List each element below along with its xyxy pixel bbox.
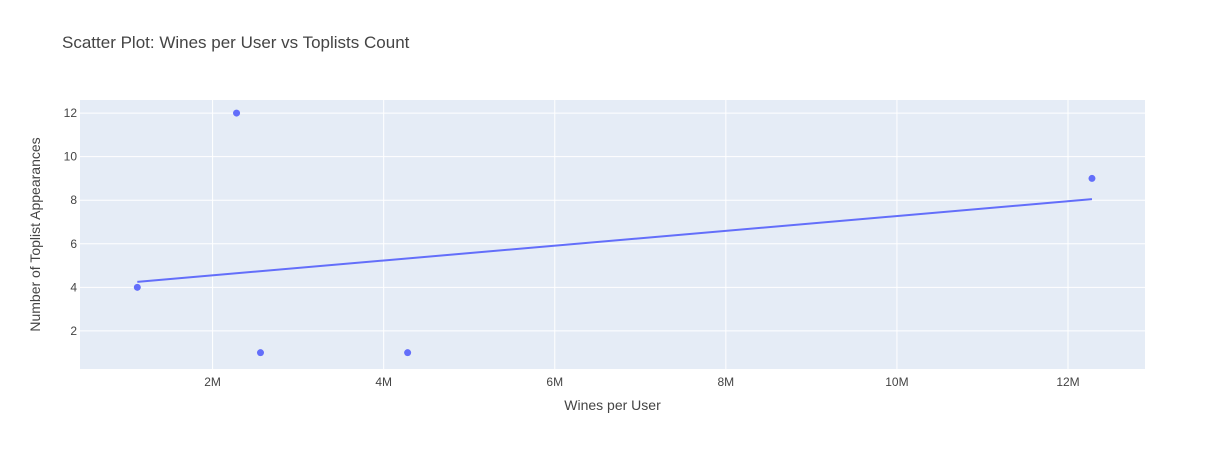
- y-tick-label: 6: [70, 237, 77, 251]
- y-tick-label: 10: [64, 150, 78, 164]
- points-group: [133, 109, 1096, 357]
- data-point[interactable]: [233, 109, 241, 117]
- grid: [80, 100, 1145, 369]
- data-point[interactable]: [133, 283, 141, 291]
- x-tick-label: 4M: [375, 375, 392, 389]
- x-tick-label: 12M: [1056, 375, 1079, 389]
- y-tick-label: 2: [70, 324, 77, 338]
- y-axis-title: Number of Toplist Appearances: [27, 137, 43, 331]
- data-point[interactable]: [404, 349, 412, 357]
- trendline: [137, 198, 1093, 283]
- y-tick-label: 4: [70, 280, 77, 294]
- plot-area: [80, 100, 1145, 369]
- x-tick-label: 8M: [718, 375, 735, 389]
- y-axis-ticks: 2 4 6 8 10 12: [64, 106, 78, 338]
- chart-title: Scatter Plot: Wines per User vs Toplists…: [62, 33, 410, 52]
- x-tick-label: 2M: [204, 375, 221, 389]
- y-tick-label: 12: [64, 106, 78, 120]
- x-axis-ticks: 2M 4M 6M 8M 10M 12M: [204, 375, 1079, 389]
- data-point[interactable]: [1088, 174, 1096, 182]
- x-tick-label: 6M: [546, 375, 563, 389]
- x-axis-title: Wines per User: [564, 397, 661, 413]
- y-tick-label: 8: [70, 193, 77, 207]
- x-tick-label: 10M: [885, 375, 908, 389]
- data-point[interactable]: [256, 349, 264, 357]
- trendline-group: [137, 198, 1093, 283]
